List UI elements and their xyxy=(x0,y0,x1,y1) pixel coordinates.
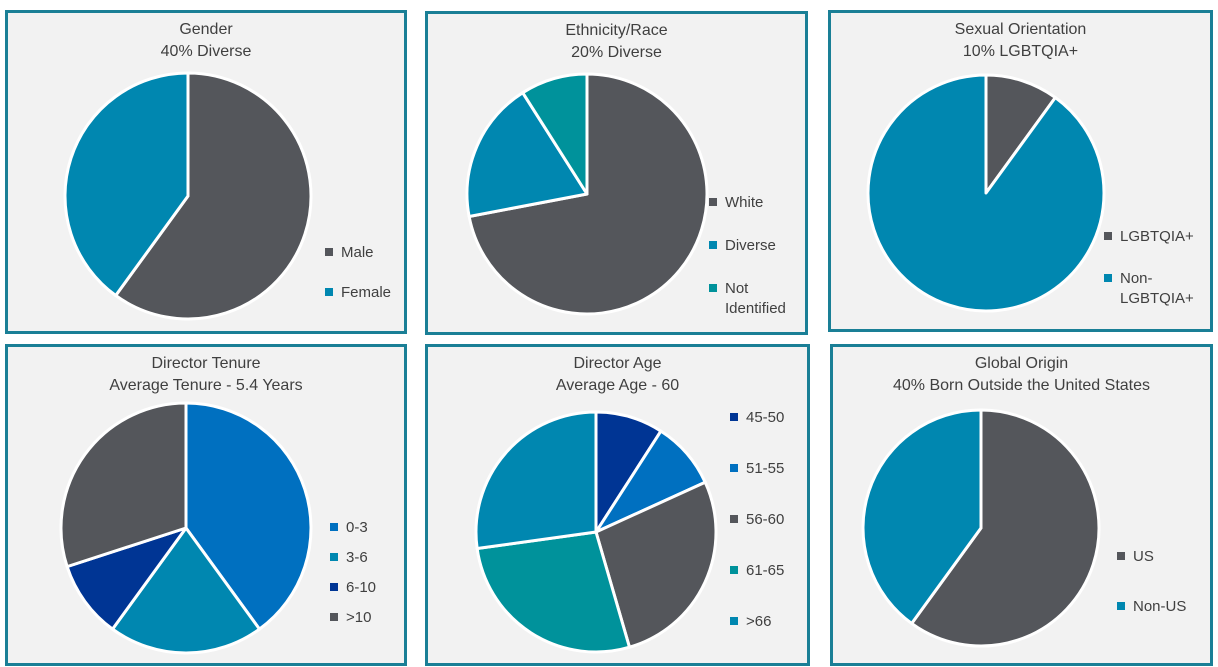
legend-label: >10 xyxy=(346,609,372,626)
chart-title-block: Sexual Orientation 10% LGBTQIA+ xyxy=(831,19,1210,63)
chart-title-block: Director Age Average Age - 60 xyxy=(428,353,807,397)
legend-item-61-65: 61-65 xyxy=(730,561,800,581)
legend-label: White xyxy=(725,194,764,211)
pie-chart xyxy=(63,71,313,321)
legend-swatch xyxy=(709,241,717,249)
chart-title: Ethnicity/Race xyxy=(565,22,668,39)
chart-title-block: Global Origin 40% Born Outside the United… xyxy=(833,353,1210,397)
legend-swatch xyxy=(330,523,338,531)
chart-subtitle: 40% Born Outside the United States xyxy=(892,377,1151,394)
legend-label: Male xyxy=(341,244,374,261)
legend-label: 0-3 xyxy=(346,519,368,536)
legend-item-non-us: Non-US xyxy=(1117,597,1207,617)
chart-title-block: Director Tenure Average Tenure - 5.4 Year… xyxy=(8,353,404,397)
legend-item-female: Female xyxy=(325,283,400,303)
chart-title: Gender xyxy=(179,21,233,38)
chart-title: Director Tenure xyxy=(151,355,261,372)
pie-slice-0-3 xyxy=(184,401,313,631)
pie-slice-non-us xyxy=(861,408,983,625)
legend-item-0-3: 0-3 xyxy=(330,518,400,538)
pie-slice-not-identified xyxy=(521,72,589,196)
chart-panel-global-origin: Global Origin 40% Born Outside the United… xyxy=(830,344,1213,666)
chart-title-block: Ethnicity/Race 20% Diverse xyxy=(428,20,805,64)
chart-subtitle: Average Tenure - 5.4 Years xyxy=(109,377,303,394)
chart-panel-director-tenure: Director Tenure Average Tenure - 5.4 Year… xyxy=(5,344,407,666)
legend-swatch xyxy=(1117,552,1125,560)
pie-chart xyxy=(866,73,1106,313)
legend-item-45-50: 45-50 xyxy=(730,408,800,428)
pie-chart xyxy=(59,401,313,655)
legend-label: 56-60 xyxy=(746,511,785,528)
legend-swatch xyxy=(325,288,333,296)
legend-label: 61-65 xyxy=(746,562,785,579)
chart-subtitle: 10% LGBTQIA+ xyxy=(962,43,1079,60)
legend-item-3-6: 3-6 xyxy=(330,548,400,568)
pie-slice-61-65 xyxy=(475,530,631,654)
legend-item-66: >66 xyxy=(730,612,800,632)
legend-item-lgbtqia: LGBTQIA+ xyxy=(1104,227,1199,247)
legend-label: 51-55 xyxy=(746,460,785,477)
pie-slice-6-10 xyxy=(65,526,188,631)
legend-swatch xyxy=(330,553,338,561)
chart-title: Sexual Orientation xyxy=(954,21,1087,38)
legend-item-white: White xyxy=(709,193,804,213)
legend-swatch xyxy=(709,198,717,206)
legend-label: Non-US xyxy=(1133,598,1187,615)
legend-label: Non-LGBTQIA+ xyxy=(1120,270,1194,307)
legend-item-male: Male xyxy=(325,243,400,263)
chart-title-block: Gender 40% Diverse xyxy=(8,19,404,63)
legend-swatch xyxy=(730,464,738,472)
legend-swatch xyxy=(330,613,338,621)
legend-item-us: US xyxy=(1117,547,1207,567)
chart-panel-sexual-orientation: Sexual Orientation 10% LGBTQIA+ LGBTQIA+ No… xyxy=(828,10,1213,332)
legend-swatch xyxy=(1117,602,1125,610)
pie-slice-male xyxy=(114,71,313,321)
legend-swatch xyxy=(1104,274,1112,282)
legend-swatch xyxy=(730,413,738,421)
pie-slice-56-60 xyxy=(594,480,718,649)
legend-swatch xyxy=(730,515,738,523)
chart-title: Director Age xyxy=(573,355,662,372)
chart-subtitle: Average Age - 60 xyxy=(555,377,680,394)
legend-swatch xyxy=(730,617,738,625)
legend-item-56-60: 56-60 xyxy=(730,510,800,530)
legend-swatch xyxy=(1104,232,1112,240)
chart-panel-director-age: Director Age Average Age - 60 45-50 51-55 56… xyxy=(425,344,810,666)
legend-label: Diverse xyxy=(725,237,776,254)
pie-chart xyxy=(861,408,1101,648)
chart-subtitle: 20% Diverse xyxy=(571,44,662,61)
legend-item-10: >10 xyxy=(330,608,400,628)
legend-item-non-lgbtqia: Non-LGBTQIA+ xyxy=(1104,269,1199,309)
legend-label: >66 xyxy=(746,613,772,630)
legend-swatch xyxy=(730,566,738,574)
pie-chart xyxy=(474,410,718,654)
legend-item-6-10: 6-10 xyxy=(330,578,400,598)
pie-slice-us xyxy=(910,408,1101,648)
pie-slice-non-lgbtqia xyxy=(866,73,1106,313)
chart-panel-gender: Gender 40% Diverse Male Female xyxy=(5,10,407,334)
pie-slice-66 xyxy=(474,410,598,551)
pie-slice-3-6 xyxy=(111,526,261,655)
legend-label: 45-50 xyxy=(746,409,785,426)
pie-slice-female xyxy=(63,71,190,298)
legend-label: Not Identified xyxy=(725,280,786,317)
legend-item-diverse: Diverse xyxy=(709,236,804,256)
legend-swatch xyxy=(325,248,333,256)
chart-subtitle: 40% Diverse xyxy=(160,43,252,60)
legend-label: 3-6 xyxy=(346,549,368,566)
legend-item-not-identified: Not Identified xyxy=(709,279,804,319)
pie-slice-10 xyxy=(59,401,188,569)
legend-label: LGBTQIA+ xyxy=(1120,228,1194,245)
chart-panel-ethnicity-race: Ethnicity/Race 20% Diverse White Diverse Not… xyxy=(425,11,808,335)
pie-chart xyxy=(465,72,709,316)
legend-label: Female xyxy=(341,284,392,301)
legend-item-51-55: 51-55 xyxy=(730,459,800,479)
pie-slice-diverse xyxy=(465,91,589,218)
legend-label: 6-10 xyxy=(346,579,377,596)
chart-title: Global Origin xyxy=(974,355,1069,372)
legend-swatch xyxy=(330,583,338,591)
legend-label: US xyxy=(1133,548,1154,565)
legend-swatch xyxy=(709,284,717,292)
